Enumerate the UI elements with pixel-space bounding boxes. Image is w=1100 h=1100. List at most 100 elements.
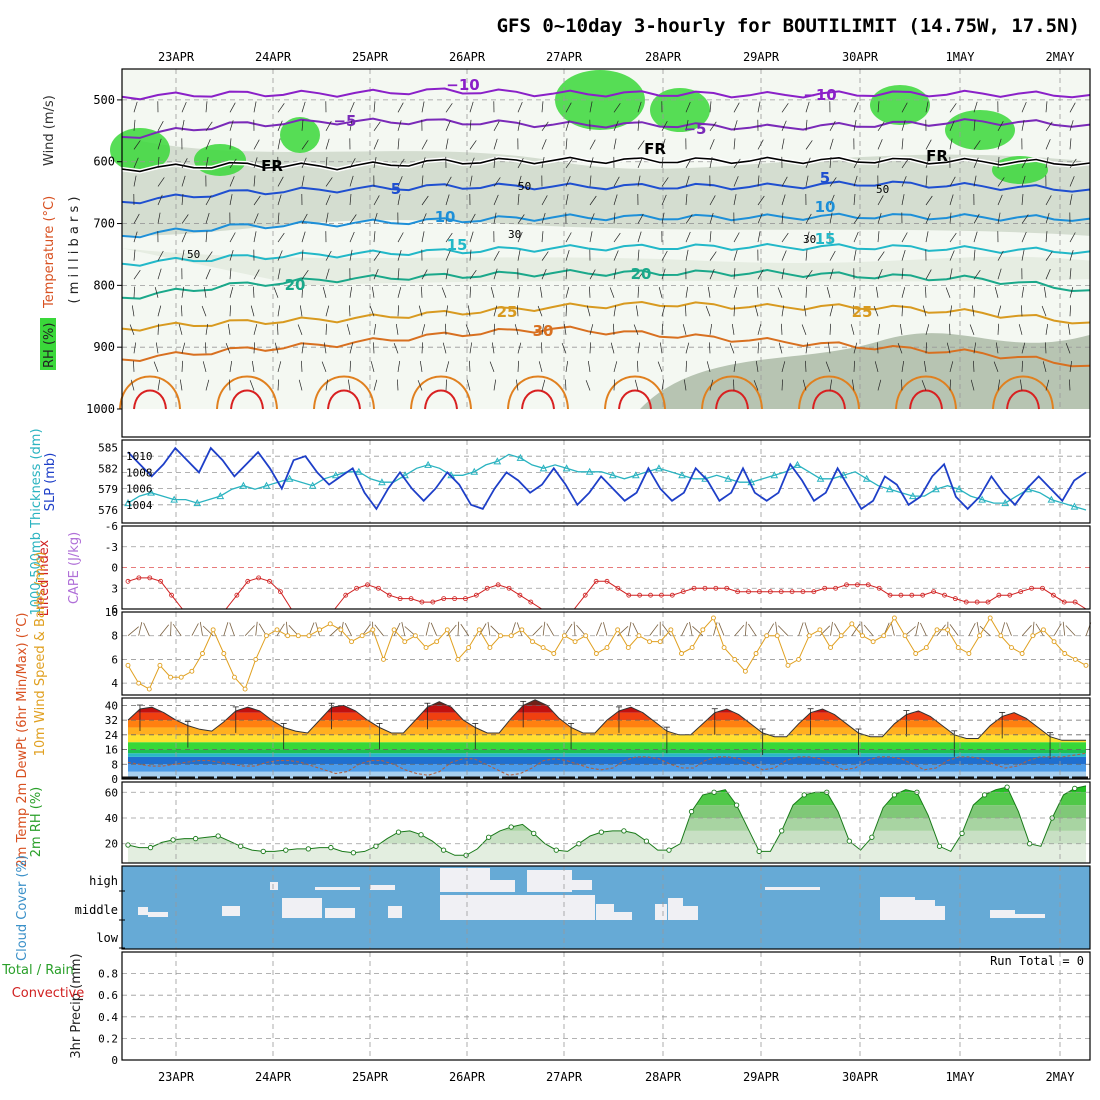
wind-speed-point	[817, 627, 823, 633]
isotherm-40-loop	[327, 389, 361, 410]
wind-barb	[418, 305, 423, 317]
wind-barb	[829, 177, 837, 187]
wind-barb	[157, 177, 165, 187]
wind-barb	[635, 305, 639, 317]
thickness-point	[355, 467, 363, 475]
wind-barb	[565, 232, 572, 243]
isotherm-label: 25	[852, 303, 873, 321]
thickness-point	[978, 495, 986, 503]
cloud-layer-label: middle	[75, 903, 118, 917]
wind-barb	[1069, 305, 1071, 317]
precip-tick-label: 0.6	[98, 989, 118, 1002]
wind-barb	[373, 212, 378, 224]
wind-speed-point	[476, 627, 482, 633]
upper-air-frame	[121, 68, 1091, 438]
wind-barb	[346, 324, 351, 335]
wind-barb	[685, 231, 691, 243]
lifted-index-point	[234, 592, 240, 598]
rh-point	[981, 792, 988, 798]
wind-barb	[253, 139, 260, 150]
wind-barb	[205, 212, 210, 224]
wind-barb	[421, 342, 423, 354]
wind-barb	[493, 194, 499, 206]
wind-barb	[682, 324, 687, 335]
wind-barb	[517, 286, 521, 298]
wind-barb	[397, 379, 399, 391]
wind-barb	[920, 622, 927, 636]
wind-barb	[685, 101, 691, 113]
wind-barb	[589, 175, 592, 187]
isotherm-label: FR	[261, 157, 283, 175]
wind-barb	[565, 379, 567, 391]
wind-barb	[709, 121, 717, 132]
wind-barb	[573, 621, 576, 636]
wind-barb	[460, 623, 469, 636]
temp-tick-label: 0	[111, 773, 118, 786]
ylabel-precip: 3hr Precip (mm)	[69, 953, 84, 1058]
lifted-index-point	[757, 589, 762, 595]
wind-barb	[613, 250, 619, 261]
ylabel-wind: 10m Wind Speed & Barbs (m/s)	[33, 552, 48, 757]
rh-point	[621, 828, 627, 834]
wind-barb	[683, 379, 687, 391]
lifted-index-point	[1061, 599, 1067, 605]
wind-barb	[781, 232, 789, 243]
wind-barb	[229, 102, 236, 113]
wind-barb	[901, 379, 903, 391]
wind-barb	[469, 157, 475, 169]
wind-barb	[757, 324, 762, 335]
pressure-tick-label: 500	[93, 93, 115, 107]
ylabel-wind: Wind (m/s)	[42, 95, 57, 166]
rh-point	[508, 824, 514, 830]
wind-barb	[946, 342, 951, 354]
temp-band	[128, 764, 1086, 772]
wind-barb	[971, 305, 975, 317]
wind-barb	[805, 213, 812, 224]
wind-barb	[565, 176, 571, 187]
wind-barb	[541, 251, 549, 261]
isotherm-label: 20	[631, 265, 652, 283]
wind-barb	[478, 623, 487, 636]
rh-saturated-area	[110, 128, 170, 172]
wind-barb	[733, 194, 737, 206]
wind-barb	[781, 250, 787, 261]
wind-barb	[709, 379, 714, 391]
wind-barb	[229, 268, 232, 280]
wind-barb	[713, 622, 718, 636]
isotherm-label: 20	[285, 276, 306, 294]
lifted-index-point	[920, 592, 926, 598]
wind-barb	[901, 305, 903, 317]
wind-barb	[994, 287, 999, 298]
wind-barb	[565, 158, 573, 169]
wind-barb	[297, 324, 303, 335]
wind-barb	[349, 249, 353, 261]
thickness-point	[632, 471, 640, 479]
rh-point	[936, 843, 943, 849]
temp-tick-label: 16	[105, 744, 118, 757]
wind-barb	[853, 214, 861, 224]
wind-barb	[301, 342, 305, 354]
wind-barb	[757, 101, 761, 113]
wind-barb	[445, 268, 449, 280]
wind-barb	[685, 249, 689, 261]
wind-barb	[1021, 360, 1023, 372]
lifted-index-point	[778, 589, 784, 595]
wind-barb	[373, 323, 377, 335]
wind-barb	[419, 360, 423, 372]
wind-barb	[970, 379, 975, 391]
wind-barb	[949, 624, 959, 636]
wind-barb	[925, 269, 932, 280]
wind-barb	[253, 342, 255, 354]
cloud-block	[655, 904, 667, 920]
wind-speed-point	[945, 627, 951, 633]
ylabel-slp: SLP (mb)	[43, 453, 58, 512]
wind-barb	[277, 103, 285, 113]
wind-barb	[585, 380, 591, 391]
wind-speed-point	[231, 674, 237, 680]
wind-barb	[541, 157, 545, 168]
lifted-index-point	[822, 585, 828, 591]
wind-speed-point	[572, 639, 578, 645]
wind-barb	[925, 213, 931, 224]
wind-barb	[949, 361, 954, 372]
date-label-bottom: 29APR	[743, 1070, 780, 1084]
